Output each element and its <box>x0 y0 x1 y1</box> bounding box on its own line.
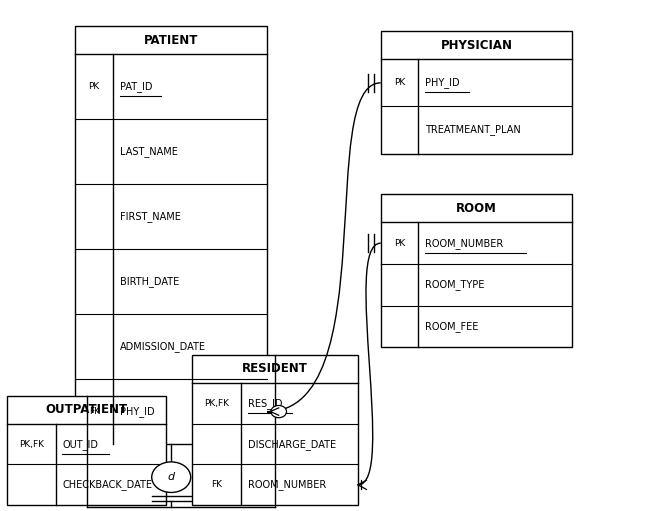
Text: TREATMEANT_PLAN: TREATMEANT_PLAN <box>425 125 521 135</box>
Text: PK: PK <box>394 78 405 87</box>
Bar <box>192 355 358 505</box>
Text: ROOM_NUMBER: ROOM_NUMBER <box>247 479 326 490</box>
Text: PK,FK: PK,FK <box>19 439 44 449</box>
Text: ROOM: ROOM <box>456 202 497 215</box>
Text: FIRST_NAME: FIRST_NAME <box>120 211 180 222</box>
Text: ROOM_FEE: ROOM_FEE <box>425 321 478 332</box>
Text: PHY_ID: PHY_ID <box>425 77 460 88</box>
Text: DISCHARGE_DATE: DISCHARGE_DATE <box>247 438 336 450</box>
Bar <box>381 194 572 347</box>
Bar <box>76 26 267 444</box>
Text: CHECKBACK_DATE: CHECKBACK_DATE <box>62 479 152 490</box>
Text: PK: PK <box>89 82 100 91</box>
Bar <box>381 31 572 154</box>
Text: FK: FK <box>211 480 222 490</box>
Text: OUTPATIENT: OUTPATIENT <box>46 403 128 416</box>
Text: ADMISSION_DATE: ADMISSION_DATE <box>120 341 206 352</box>
Text: OUT_ID: OUT_ID <box>62 438 98 450</box>
Text: PHYSICIAN: PHYSICIAN <box>441 39 512 52</box>
Text: ROOM_NUMBER: ROOM_NUMBER <box>425 238 503 249</box>
Text: PHY_ID: PHY_ID <box>120 406 154 417</box>
Text: LAST_NAME: LAST_NAME <box>120 146 178 157</box>
Text: PK,FK: PK,FK <box>204 399 229 408</box>
Text: PK: PK <box>394 239 405 248</box>
Text: FK: FK <box>89 407 100 416</box>
Circle shape <box>152 462 191 493</box>
Text: RESIDENT: RESIDENT <box>242 362 308 376</box>
Text: d: d <box>168 472 174 482</box>
Text: BIRTH_DATE: BIRTH_DATE <box>120 276 179 287</box>
Text: RES_ID: RES_ID <box>247 398 282 409</box>
Text: ROOM_TYPE: ROOM_TYPE <box>425 280 484 290</box>
Bar <box>7 396 167 505</box>
Circle shape <box>271 405 286 417</box>
Text: PAT_ID: PAT_ID <box>120 81 152 92</box>
Text: PATIENT: PATIENT <box>144 34 199 47</box>
